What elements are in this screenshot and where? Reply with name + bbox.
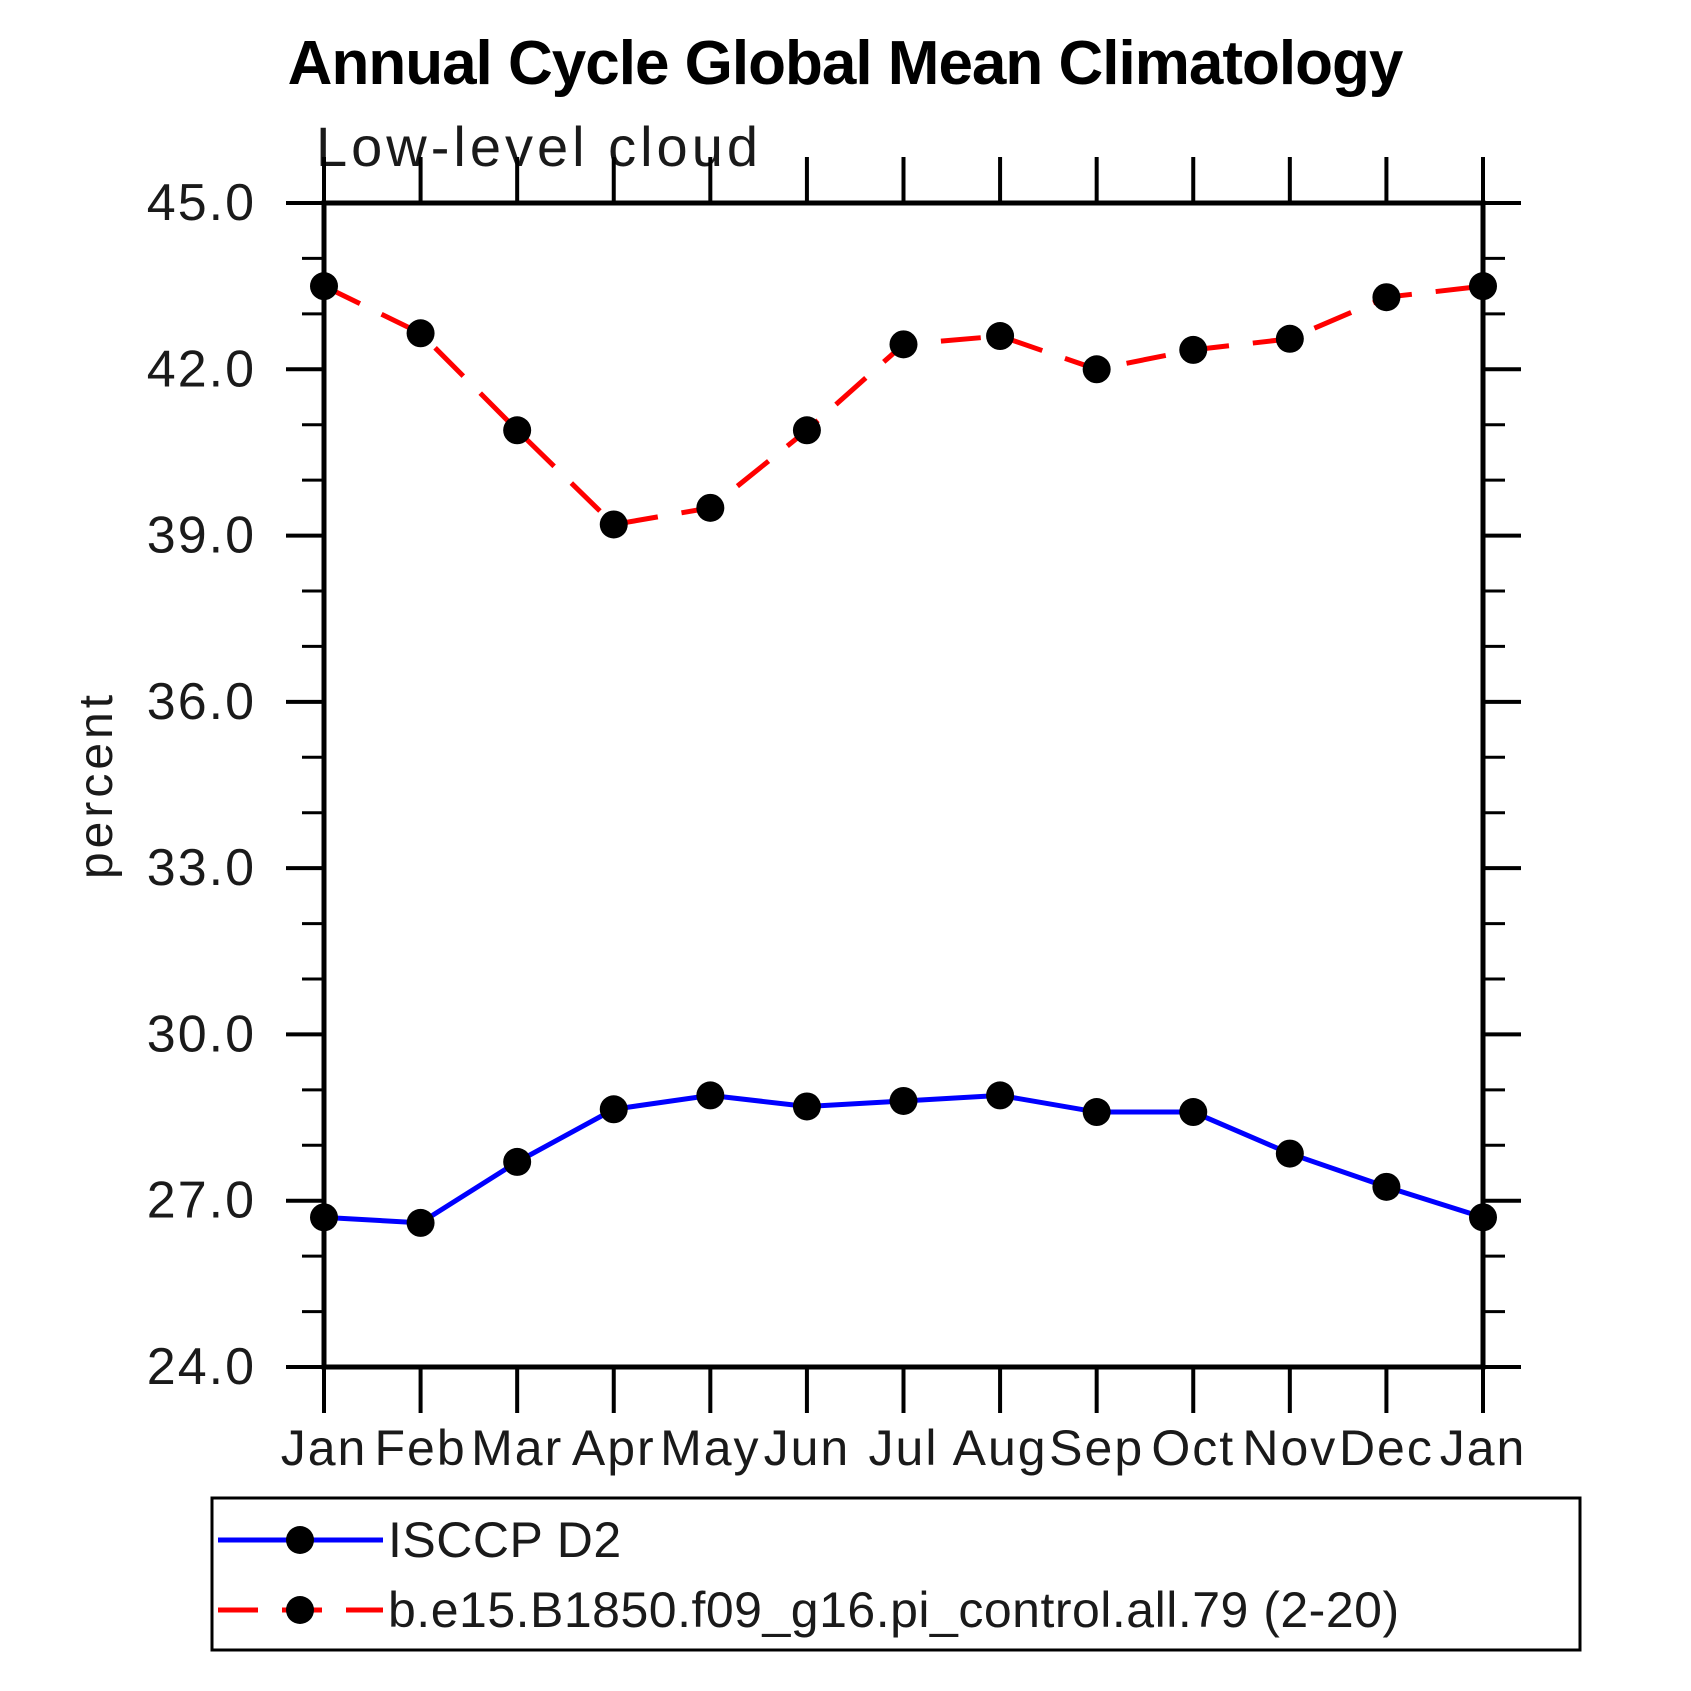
legend-label: b.e15.B1850.f09_g16.pi_control.all.79 (2…	[388, 1582, 1400, 1638]
x-tick-label: Jun	[764, 1420, 851, 1476]
y-tick-label: 24.0	[147, 1338, 256, 1396]
x-tick-label: Aug	[953, 1420, 1048, 1476]
series-line-b-e15-b1850-f09-g16-pi-control	[322, 283, 1484, 528]
data-point	[1275, 1139, 1304, 1168]
data-point	[503, 416, 532, 445]
data-point	[1275, 324, 1304, 353]
data-point	[1082, 355, 1111, 384]
x-tick-label: May	[660, 1420, 760, 1476]
data-point	[792, 416, 821, 445]
x-tick-label: Nov	[1242, 1420, 1337, 1476]
data-point	[889, 330, 918, 359]
x-tick-label: Jan	[1440, 1420, 1527, 1476]
x-tick-label: Oct	[1151, 1420, 1235, 1476]
legend: ISCCP D2 b.e15.B1850.f09_g16.pi_control.a…	[210, 1496, 1582, 1652]
legend-marker	[286, 1526, 314, 1554]
legend-marker	[286, 1596, 314, 1624]
legend-box	[210, 1496, 1582, 1652]
y-tick-label: 33.0	[147, 839, 256, 897]
x-tick-label: Apr	[572, 1420, 656, 1476]
data-point	[1469, 272, 1497, 301]
x-tick-label: Feb	[374, 1420, 466, 1476]
data-point	[889, 1086, 918, 1115]
y-axis-label: percent	[70, 691, 123, 879]
data-point	[406, 319, 435, 348]
x-tick-label: Mar	[471, 1420, 563, 1476]
y-tick-label: 45.0	[147, 174, 256, 232]
x-tick-label: Dec	[1339, 1420, 1434, 1476]
data-point	[1179, 335, 1208, 364]
legend-label: ISCCP D2	[388, 1512, 622, 1568]
data-point	[696, 493, 725, 522]
data-point	[1469, 1203, 1497, 1232]
data-point	[986, 1081, 1015, 1110]
chart-title: Annual Cycle Global Mean Climatology	[288, 29, 1404, 98]
x-tick-label: Jan	[281, 1420, 368, 1476]
data-point	[1082, 1098, 1111, 1127]
plot-frame	[321, 200, 1486, 1370]
data-point	[1372, 283, 1401, 312]
data-point	[986, 322, 1015, 351]
data-point	[1372, 1172, 1401, 1201]
y-tick-label: 27.0	[147, 1172, 256, 1230]
y-tick-label: 42.0	[147, 340, 256, 398]
x-tick-label: Jul	[869, 1420, 939, 1476]
data-point	[599, 510, 628, 539]
chart-subtitle: Low-level cloud	[316, 115, 762, 178]
data-point	[1179, 1098, 1208, 1127]
data-point	[406, 1208, 435, 1237]
y-tick-label: 30.0	[147, 1005, 256, 1063]
data-point	[503, 1147, 532, 1176]
data-point	[696, 1081, 725, 1110]
data-point	[310, 272, 338, 301]
data-point	[599, 1095, 628, 1124]
y-tick-label: 39.0	[147, 507, 256, 565]
x-tick-label: Sep	[1049, 1420, 1144, 1476]
y-tick-label: 36.0	[147, 673, 256, 731]
data-point	[792, 1092, 821, 1121]
data-point	[310, 1203, 338, 1232]
